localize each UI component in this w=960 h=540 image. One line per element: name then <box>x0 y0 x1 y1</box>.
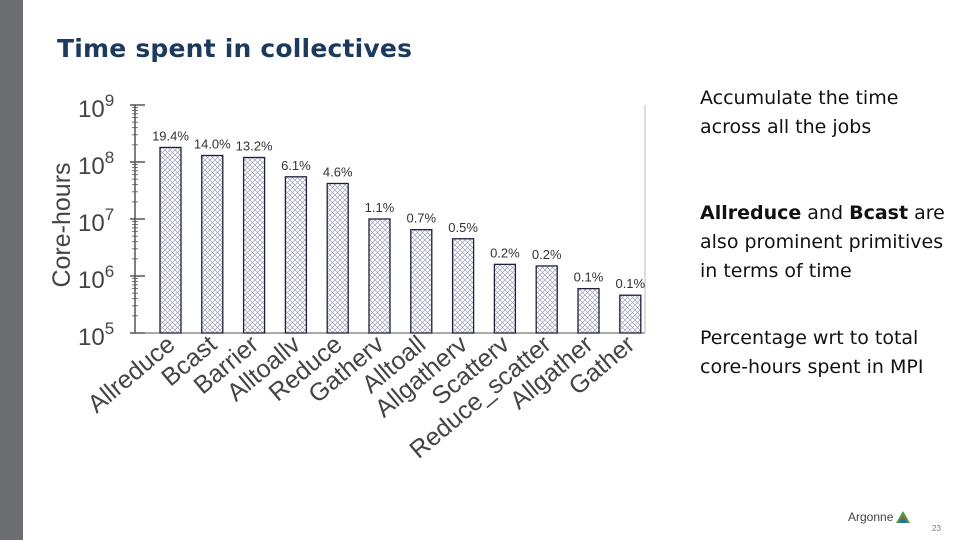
y-tick-label: 105 <box>78 319 114 351</box>
bar <box>159 146 182 334</box>
bar-percent-label: 0.1% <box>574 270 604 285</box>
bar-percent-label: 4.6% <box>323 164 353 179</box>
bar-percent-label: 19.4% <box>152 128 189 143</box>
bar <box>201 154 224 334</box>
bar <box>242 156 266 334</box>
y-tick-label: 107 <box>78 205 114 237</box>
y-tick-label: 109 <box>78 91 114 123</box>
bar-percent-label: 0.7% <box>406 211 436 226</box>
bar-percent-label: 0.5% <box>448 220 478 235</box>
bar <box>577 287 600 334</box>
bar-percent-label: 13.2% <box>236 138 273 153</box>
left-accent-bar <box>0 0 23 540</box>
argonne-logo: Argonne <box>848 510 911 524</box>
note-percentage: Percentage wrt to total core-hours spent… <box>700 327 924 378</box>
logo-triangle-icon <box>896 511 911 523</box>
bar-percent-label: 14.0% <box>194 137 231 152</box>
y-tick-label: 106 <box>78 262 114 294</box>
bar <box>410 229 433 334</box>
note-and: and <box>801 202 850 224</box>
bar-percent-label: 6.1% <box>281 158 311 173</box>
page-number: 23 <box>932 524 941 533</box>
y-tick-label: 108 <box>78 148 114 180</box>
logo-text: Argonne <box>848 510 894 524</box>
y-axis-label: Core-hours <box>48 162 76 287</box>
bar-percent-label: 0.2% <box>532 247 562 262</box>
bar-percent-label: 0.1% <box>615 276 645 291</box>
bar <box>451 238 475 334</box>
bar <box>535 265 558 334</box>
bar-percent-label: 1.1% <box>365 200 395 215</box>
bar <box>284 176 308 334</box>
note-bcast: Bcast <box>849 202 909 224</box>
bar <box>493 263 517 334</box>
note-prominent-primitives: Allreduce and Bcast are also prominent p… <box>700 199 950 286</box>
bar <box>619 294 642 334</box>
core-hours-bar-chart: 109108107106105Core-hours19.4%Allreduce1… <box>48 91 646 464</box>
note-accumulate-time: Accumulate the time across all the jobs <box>700 87 899 138</box>
note-rest: are also prominent primitives in terms o… <box>700 202 945 282</box>
note-allreduce: Allreduce <box>700 202 802 224</box>
slide-title: Time spent in collectives <box>57 34 413 63</box>
bar-percent-label: 0.2% <box>490 245 520 260</box>
bar <box>368 218 391 334</box>
bar <box>326 182 349 334</box>
